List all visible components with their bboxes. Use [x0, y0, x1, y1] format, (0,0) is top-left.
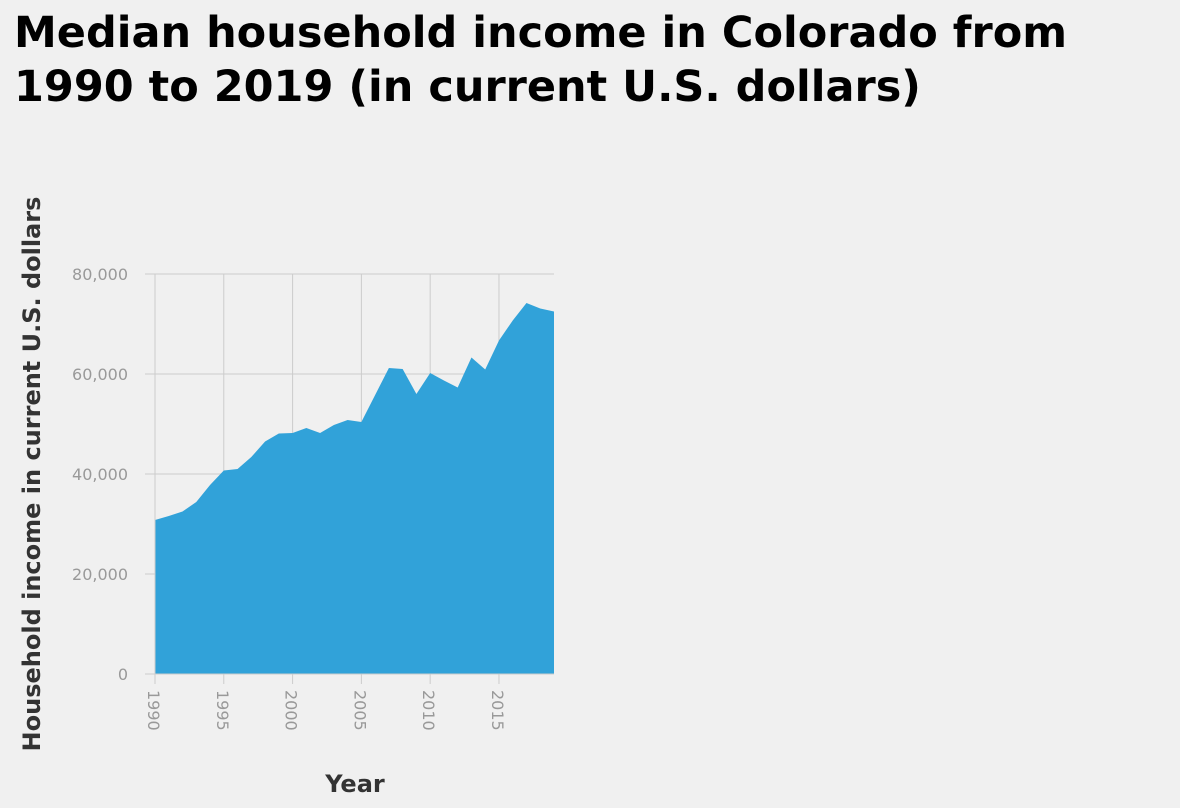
y-tick-label: 0	[118, 665, 128, 684]
x-tick-label: 2005	[350, 690, 369, 731]
x-tick-label: 1990	[144, 690, 163, 731]
x-tick-label: 2010	[419, 690, 438, 731]
x-tick-label: 1995	[213, 690, 232, 731]
axes: 0 20,000 40,000 60,000 80,000 1990 1995 2000 200…	[72, 265, 554, 731]
x-tick-label: 2015	[488, 690, 507, 731]
x-axis-title: Year	[324, 770, 385, 798]
y-tick-label: 60,000	[72, 365, 128, 384]
y-tick-label: 40,000	[72, 465, 128, 484]
y-axis-title: Household income in current U.S. dollars	[18, 197, 46, 752]
series-area	[155, 303, 554, 674]
x-tick-label: 2000	[282, 690, 301, 731]
y-tick-label: 80,000	[72, 265, 128, 284]
y-tick-label: 20,000	[72, 565, 128, 584]
area-fill	[155, 303, 554, 674]
chart-title: Median household income in Colorado from…	[14, 8, 1068, 112]
